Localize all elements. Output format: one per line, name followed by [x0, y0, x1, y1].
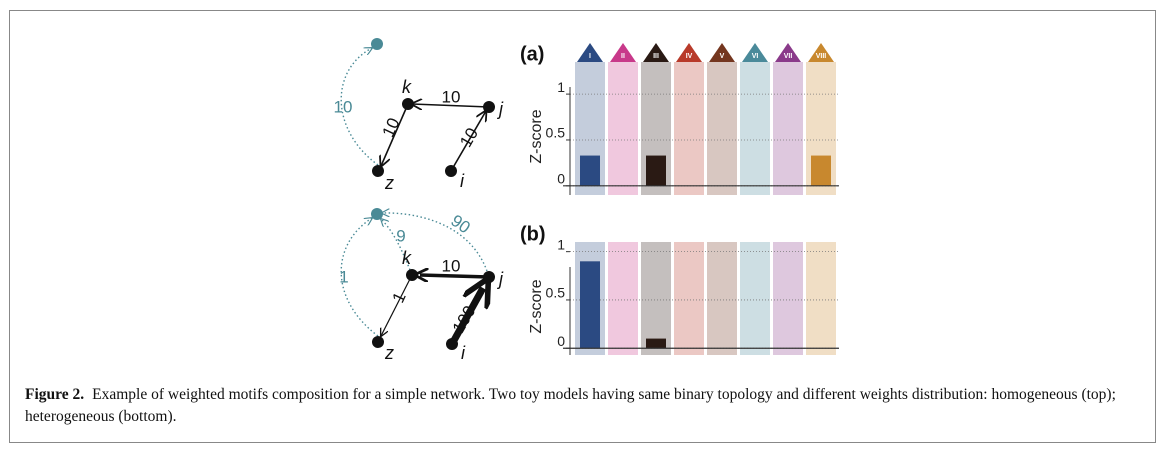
category-marker	[676, 43, 702, 62]
category-band	[608, 242, 638, 355]
edge	[340, 48, 379, 166]
category-marker	[610, 43, 636, 62]
category-label: VI	[752, 53, 759, 60]
category-marker	[742, 43, 768, 62]
edge-label: 90	[447, 211, 473, 237]
y-axis-label: Z-score	[528, 279, 545, 333]
category-marker	[775, 43, 801, 62]
bar	[646, 338, 666, 349]
category-label: III	[653, 53, 659, 60]
edge-label: 9	[396, 226, 405, 245]
category-band	[740, 62, 770, 195]
category-band	[707, 242, 737, 355]
y-tick-label: 1	[557, 236, 565, 252]
y-tick-label: 0.5	[546, 125, 566, 141]
node-label: z	[384, 343, 394, 363]
edge-label: 10	[378, 115, 403, 140]
category-band	[608, 62, 638, 195]
edge-label: 10	[456, 125, 482, 151]
node	[402, 98, 414, 110]
diagram-b: k j z i 10 100 1 1 9 90	[339, 208, 504, 363]
node	[406, 269, 418, 281]
bar	[811, 155, 831, 186]
node	[446, 338, 458, 350]
node	[372, 336, 384, 348]
caption-label: Figure 2.	[25, 386, 85, 403]
node	[372, 165, 384, 177]
node-label: i	[460, 171, 465, 191]
node-label: k	[402, 248, 412, 268]
category-band	[740, 242, 770, 355]
category-band	[674, 242, 704, 355]
edge	[381, 274, 413, 336]
category-marker	[709, 43, 735, 62]
edge	[412, 104, 490, 107]
category-marker	[643, 43, 669, 62]
node-label: i	[461, 343, 466, 363]
panel-label: (b)	[520, 223, 546, 245]
category-label: II	[621, 53, 625, 60]
node-label: k	[402, 77, 412, 97]
category-label: VII	[784, 53, 793, 60]
category-label: I	[589, 53, 591, 60]
edge-label: 1	[339, 267, 348, 286]
node	[371, 208, 383, 220]
y-tick-label: 1	[557, 79, 565, 95]
edge	[381, 103, 409, 166]
caption-text: Example of weighted motifs composition f…	[25, 386, 1116, 425]
category-band	[773, 242, 803, 355]
edge-label: 10	[442, 256, 461, 275]
diagram-a: k j z i 10 10 10 10	[334, 38, 504, 193]
category-band	[773, 62, 803, 195]
category-marker	[808, 43, 834, 62]
category-label: IV	[686, 53, 693, 60]
y-tick-label: 0	[557, 171, 565, 187]
edge-label: 10	[334, 97, 353, 116]
node-label: j	[496, 269, 504, 289]
category-marker	[577, 43, 603, 62]
category-label: VIII	[816, 53, 827, 60]
edge	[340, 218, 379, 337]
category-band	[674, 62, 704, 195]
edge-label: 10	[442, 87, 461, 106]
edge	[448, 288, 483, 346]
category-band	[806, 242, 836, 355]
node	[483, 271, 495, 283]
node	[483, 101, 495, 113]
panel-label: (a)	[520, 43, 544, 65]
caption: Figure 2. Example of weighted motifs comp…	[25, 384, 1135, 428]
node-label: z	[384, 173, 394, 193]
bar	[580, 261, 600, 349]
node-label: j	[496, 99, 504, 119]
y-axis-label: Z-score	[528, 109, 545, 163]
bar	[646, 155, 666, 186]
node	[371, 38, 383, 50]
y-tick-label: 0	[557, 333, 565, 349]
category-band	[641, 242, 671, 355]
y-tick-label: 0.5	[546, 285, 566, 301]
bar	[580, 155, 600, 186]
category-label: V	[720, 53, 725, 60]
edge	[450, 111, 486, 172]
edge-label: 1	[388, 289, 409, 306]
category-band	[707, 62, 737, 195]
figure-frame	[9, 10, 1156, 443]
node	[445, 165, 457, 177]
